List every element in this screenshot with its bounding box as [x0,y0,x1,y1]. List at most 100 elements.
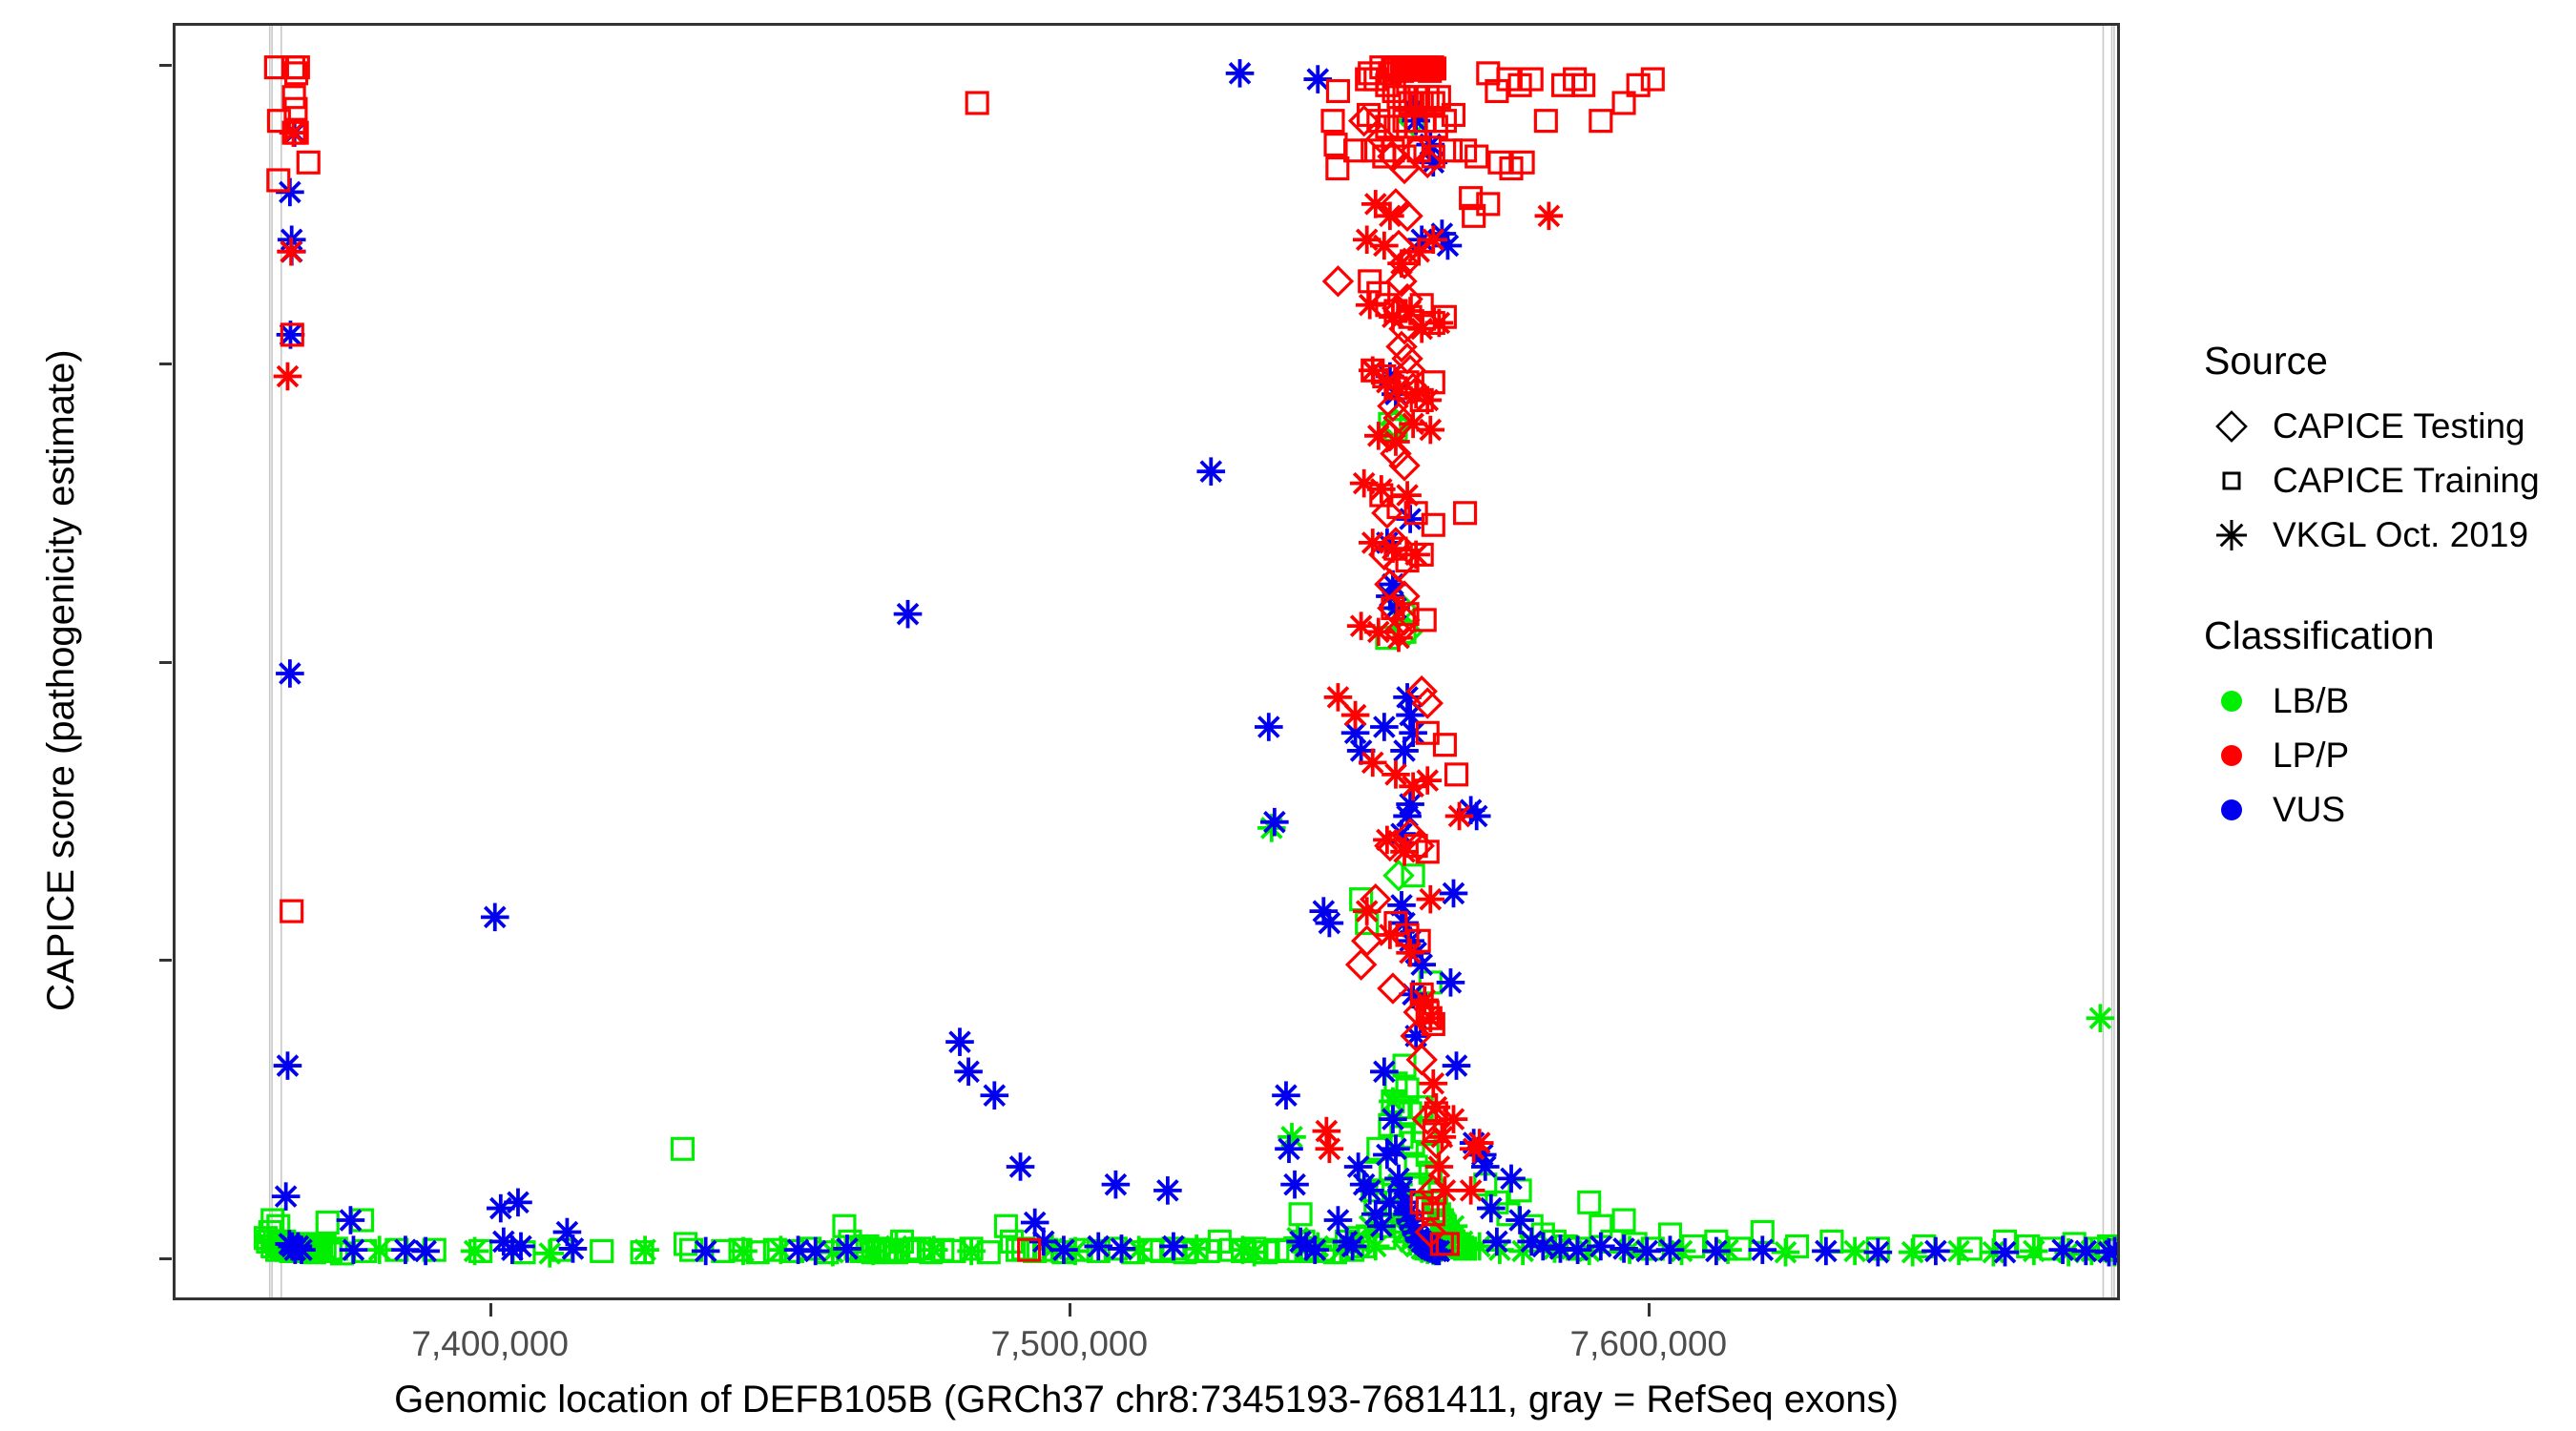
scatter-point[interactable] [957,1236,986,1266]
scatter-point[interactable] [1239,1237,1269,1267]
scatter-point[interactable] [2100,1236,2117,1266]
scatter-point[interactable] [1300,1235,1330,1264]
scatter-point[interactable] [1017,1237,1042,1262]
scatter-point[interactable] [336,1206,365,1234]
scatter-point[interactable] [1370,1057,1399,1087]
legend-item-vkgl[interactable]: VKGL Oct. 2019 [2204,508,2566,562]
scatter-point[interactable] [1371,497,1403,529]
scatter-point[interactable] [1405,1044,1438,1076]
scatter-point[interactable] [954,1057,983,1087]
scatter-point[interactable] [1427,1123,1457,1151]
scatter-point[interactable] [1396,938,1424,967]
scatter-point[interactable] [1385,330,1418,363]
scatter-point[interactable] [1388,449,1421,482]
scatter-point[interactable] [1381,427,1410,456]
scatter-point[interactable] [993,1213,1018,1238]
scatter-point[interactable] [1444,801,1474,831]
scatter-point[interactable] [1432,109,1457,134]
legend-item-vus[interactable]: VUS [2204,782,2566,837]
scatter-point[interactable] [1441,102,1466,127]
scatter-point[interactable] [1323,133,1348,157]
scatter-point[interactable] [1640,67,1665,92]
scatter-point[interactable] [1382,860,1415,892]
scatter-point[interactable] [1771,1237,1800,1267]
scatter-point[interactable] [1392,144,1417,169]
scatter-point[interactable] [1506,1206,1534,1234]
scatter-point[interactable] [1748,1235,1777,1264]
scatter-point[interactable] [1373,825,1402,855]
scatter-point[interactable] [1411,146,1444,178]
scatter-point[interactable] [1497,1164,1526,1193]
scatter-point[interactable] [1391,342,1423,375]
scatter-point[interactable] [1182,1234,1211,1263]
scatter-point[interactable] [630,1240,654,1265]
scatter-point[interactable] [280,322,304,347]
scatter-point[interactable] [1321,265,1355,298]
scatter-point[interactable] [1260,807,1289,837]
scatter-point[interactable] [1358,748,1387,778]
scatter-point[interactable] [1272,1081,1300,1110]
scatter-point[interactable] [1453,501,1478,526]
scatter-point[interactable] [1388,312,1421,345]
scatter-point[interactable] [1325,156,1350,181]
scatter-point[interactable] [1424,1236,1454,1266]
scatter-point[interactable] [1315,1134,1344,1164]
scatter-point[interactable] [1589,109,1613,134]
scatter-point[interactable] [1347,104,1381,137]
scatter-point[interactable] [1394,354,1426,386]
scatter-point[interactable] [1360,882,1392,916]
scatter-point[interactable] [919,1235,948,1264]
scatter-point[interactable] [287,1235,316,1264]
scatter-point[interactable] [1702,1236,1731,1266]
scatter-point[interactable] [965,91,989,115]
scatter-point[interactable] [1381,1134,1410,1164]
scatter-point[interactable] [1343,138,1368,163]
scatter-point[interactable] [1442,1051,1471,1080]
scatter-point[interactable] [1320,109,1345,134]
scatter-point[interactable] [1395,1077,1420,1102]
scatter-point[interactable] [1355,1176,1384,1205]
scatter-point[interactable] [1385,265,1418,298]
scatter-point[interactable] [271,1182,301,1211]
scatter-point[interactable] [1922,1236,1950,1266]
scatter-point[interactable] [266,1213,291,1238]
scatter-point[interactable] [1358,529,1387,557]
scatter-point[interactable] [1352,897,1381,925]
scatter-point[interactable] [411,1236,440,1266]
scatter-point[interactable] [1376,201,1404,231]
scatter-point[interactable] [1812,1236,1840,1266]
scatter-point[interactable] [480,902,509,932]
scatter-point[interactable] [1517,1227,1547,1256]
scatter-point[interactable] [273,362,302,391]
scatter-point[interactable] [1416,1004,1445,1033]
scatter-point[interactable] [1391,199,1423,233]
scatter-point[interactable] [279,118,308,147]
scatter-point[interactable] [980,1081,1009,1110]
scatter-point[interactable] [729,1236,758,1266]
scatter-point[interactable] [1465,144,1489,169]
legend-item-lpp[interactable]: LP/P [2204,728,2566,782]
scatter-point[interactable] [1387,891,1416,920]
scatter-point[interactable] [2086,1004,2115,1033]
scatter-point[interactable] [1563,67,1588,92]
scatter-point[interactable] [1519,67,1544,92]
scatter-point[interactable] [266,168,291,193]
scatter-point[interactable] [1367,1212,1396,1241]
scatter-point[interactable] [1456,1176,1485,1205]
scatter-point[interactable] [276,659,304,688]
scatter-point[interactable] [1587,1232,1615,1261]
scatter-point[interactable] [2019,1236,2048,1266]
scatter-point[interactable] [1863,1237,1893,1267]
scatter-point[interactable] [1393,683,1422,712]
scatter-point[interactable] [1563,1235,1592,1264]
scatter-point[interactable] [1390,838,1419,866]
scatter-point[interactable] [631,1235,659,1264]
scatter-point[interactable] [1534,201,1564,231]
scatter-point[interactable] [1376,921,1404,949]
scatter-point[interactable] [1387,249,1416,278]
scatter-point[interactable] [1413,385,1443,415]
scatter-point[interactable] [1401,863,1425,888]
scatter-point[interactable] [273,1051,302,1080]
scatter-point[interactable] [1379,1105,1407,1133]
scatter-point[interactable] [1438,138,1464,163]
